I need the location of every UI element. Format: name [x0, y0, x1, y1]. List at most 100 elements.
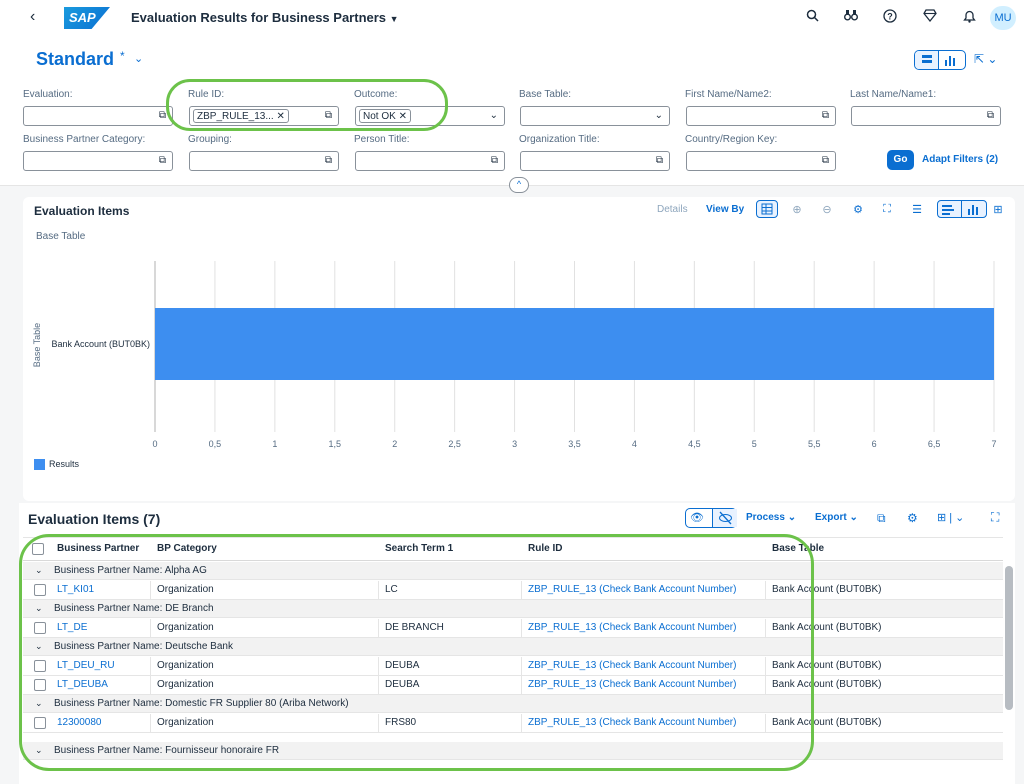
chart-type-segmented[interactable] [937, 200, 987, 218]
value-help-icon[interactable]: ⧉ [324, 155, 332, 166]
table-scrollbar[interactable] [1005, 566, 1013, 710]
chevron-down-icon[interactable]: ⌄ [134, 53, 144, 65]
collapse-header-button[interactable]: ^ [509, 177, 529, 193]
chevron-down-icon[interactable]: ⌄ [35, 698, 43, 708]
legend-label[interactable]: Results [49, 459, 80, 469]
process-button[interactable]: Process ⌄ [746, 512, 797, 523]
last-name-input[interactable]: ⧉ [851, 106, 1001, 126]
chart-panel: Evaluation Items Details View By ⊕ ⊖ ⚙ ⛶… [23, 197, 1015, 501]
cell-rule-id[interactable]: ZBP_RULE_13 (Check Bank Account Number) [528, 622, 737, 633]
cell-business-partner[interactable]: LT_DEUBA [57, 679, 108, 690]
row-checkbox[interactable] [34, 622, 46, 634]
bell-icon[interactable] [960, 9, 978, 26]
table-view-icon[interactable]: ⊞ [993, 204, 1003, 216]
zoom-in-icon[interactable]: ⊕ [792, 204, 802, 216]
back-icon[interactable]: ‹ [30, 8, 36, 25]
cell-rule-id[interactable]: ZBP_RULE_13 (Check Bank Account Number) [528, 717, 737, 728]
bp-category-input[interactable]: ⧉ [23, 151, 173, 171]
column-header-business-partner[interactable]: Business Partner [57, 543, 140, 554]
eye-hidden-icon[interactable] [712, 509, 737, 527]
diamond-icon[interactable] [921, 9, 939, 25]
value-help-icon[interactable]: ⧉ [158, 110, 166, 121]
show-hide-toggle[interactable]: 👁 [685, 508, 737, 528]
cell-business-partner[interactable]: LT_DEU_RU [57, 660, 115, 671]
zoom-out-icon[interactable]: ⊖ [822, 204, 832, 216]
adapt-filters-button[interactable]: Adapt Filters (2) [922, 154, 999, 165]
column-header-rule-id[interactable]: Rule ID [528, 543, 563, 554]
column-menu-icon[interactable]: ⊞ | ⌄ [937, 512, 965, 524]
layout-toggle[interactable] [914, 50, 966, 70]
settings-icon[interactable]: ⚙ [853, 204, 863, 216]
value-help-icon[interactable]: ⧉ [490, 155, 498, 166]
fullscreen-icon[interactable]: ⛶ [883, 203, 891, 215]
first-name-label: First Name/Name2: [685, 89, 772, 100]
evaluation-input[interactable]: ⧉ [23, 106, 173, 126]
avatar[interactable]: MU [990, 6, 1016, 30]
table-row[interactable]: LT_DEU_RU Organization DEUBA ZBP_RULE_13 (C… [23, 657, 1003, 676]
binoculars-icon[interactable] [842, 9, 860, 24]
eye-icon[interactable]: 👁 [690, 512, 704, 524]
view-by-button[interactable]: View By [706, 204, 745, 215]
compact-layout-icon[interactable] [915, 51, 939, 69]
close-icon[interactable]: ✕ [398, 111, 407, 122]
export-button[interactable]: Export ⌄ [815, 512, 858, 523]
variant-name[interactable]: Standard [36, 49, 115, 69]
org-title-input[interactable]: ⧉ [520, 151, 670, 171]
app-title[interactable]: Evaluation Results for Business Partners… [131, 10, 399, 25]
table-row[interactable]: 12300080 Organization FRS80 ZBP_RULE_13 (Ch… [23, 714, 1003, 733]
sap-logo[interactable]: SAP [64, 7, 110, 29]
table-row[interactable]: LT_KI01 Organization LC ZBP_RULE_13 (Check … [23, 581, 1003, 600]
go-button[interactable]: Go [887, 150, 914, 170]
rule-id-token[interactable]: ZBP_RULE_13... ✕ [193, 109, 289, 123]
base-table-select[interactable]: ⌄ [520, 106, 670, 126]
table-row[interactable]: LT_DEUBA Organization DEUBA ZBP_RULE_13 (Ch… [23, 676, 1003, 695]
group-header-row[interactable]: ⌄ Business Partner Name: Deutsche Bank [23, 638, 1003, 656]
value-help-icon[interactable]: ⧉ [821, 110, 829, 121]
help-icon[interactable]: ? [881, 9, 899, 26]
person-title-input[interactable]: ⧉ [355, 151, 505, 171]
value-help-icon[interactable]: ⧉ [158, 155, 166, 166]
table-selection-icon[interactable] [756, 200, 778, 218]
cell-business-partner[interactable]: LT_DE [57, 622, 88, 633]
row-checkbox[interactable] [34, 717, 46, 729]
rule-id-input[interactable]: ZBP_RULE_13... ✕ ⧉ [189, 106, 339, 126]
close-icon[interactable]: ✕ [276, 111, 285, 122]
copy-icon[interactable]: ⧉ [877, 511, 886, 525]
settings-icon[interactable]: ⚙ [907, 511, 918, 525]
grouping-input[interactable]: ⧉ [189, 151, 339, 171]
table-row[interactable]: LT_DE Organization DE BRANCH ZBP_RULE_13 (C… [23, 619, 1003, 638]
cell-rule-id[interactable]: ZBP_RULE_13 (Check Bank Account Number) [528, 679, 737, 690]
group-header-row[interactable]: ⌄ Business Partner Name: Domestic FR Supp… [23, 695, 1003, 713]
chart-layout-icon[interactable] [941, 54, 961, 69]
chevron-down-icon[interactable]: ⌄ [35, 641, 43, 651]
column-header-bp-category[interactable]: BP Category [157, 543, 217, 554]
cell-business-partner[interactable]: LT_KI01 [57, 584, 95, 595]
chevron-down-icon[interactable]: ⌄ [654, 110, 663, 121]
country-input[interactable]: ⧉ [686, 151, 836, 171]
chevron-down-icon[interactable]: ⌄ [489, 110, 498, 121]
cell-business-partner[interactable]: 12300080 [57, 717, 102, 728]
group-header-row[interactable]: ⌄ Business Partner Name: Alpha AG [23, 562, 1003, 580]
row-checkbox[interactable] [34, 584, 46, 596]
cell-rule-id[interactable]: ZBP_RULE_13 (Check Bank Account Number) [528, 584, 737, 595]
details-button[interactable]: Details [657, 204, 688, 215]
row-checkbox[interactable] [34, 660, 46, 672]
cell-rule-id[interactable]: ZBP_RULE_13 (Check Bank Account Number) [528, 660, 737, 671]
bar[interactable] [155, 308, 994, 380]
chevron-down-icon[interactable]: ⌄ [35, 603, 43, 613]
first-name-input[interactable]: ⧉ [686, 106, 836, 126]
value-help-icon[interactable]: ⧉ [821, 155, 829, 166]
share-icon[interactable]: ⇱ ⌄ [974, 52, 998, 66]
legend-icon[interactable]: ☰ [912, 204, 922, 216]
outcome-token[interactable]: Not OK ✕ [359, 109, 411, 123]
value-help-icon[interactable]: ⧉ [655, 155, 663, 166]
value-help-icon[interactable]: ⧉ [986, 110, 994, 121]
search-icon[interactable] [803, 9, 821, 25]
group-label: Business Partner Name: Domestic FR Suppl… [54, 698, 349, 709]
chevron-down-icon[interactable]: ⌄ [35, 565, 43, 575]
fullscreen-icon[interactable]: ⛶ [991, 510, 1000, 524]
value-help-icon[interactable]: ⧉ [324, 110, 332, 121]
column-header-search-term[interactable]: Search Term 1 [385, 543, 454, 554]
group-header-row[interactable]: ⌄ Business Partner Name: DE Branch [23, 600, 1003, 618]
row-checkbox[interactable] [34, 679, 46, 691]
